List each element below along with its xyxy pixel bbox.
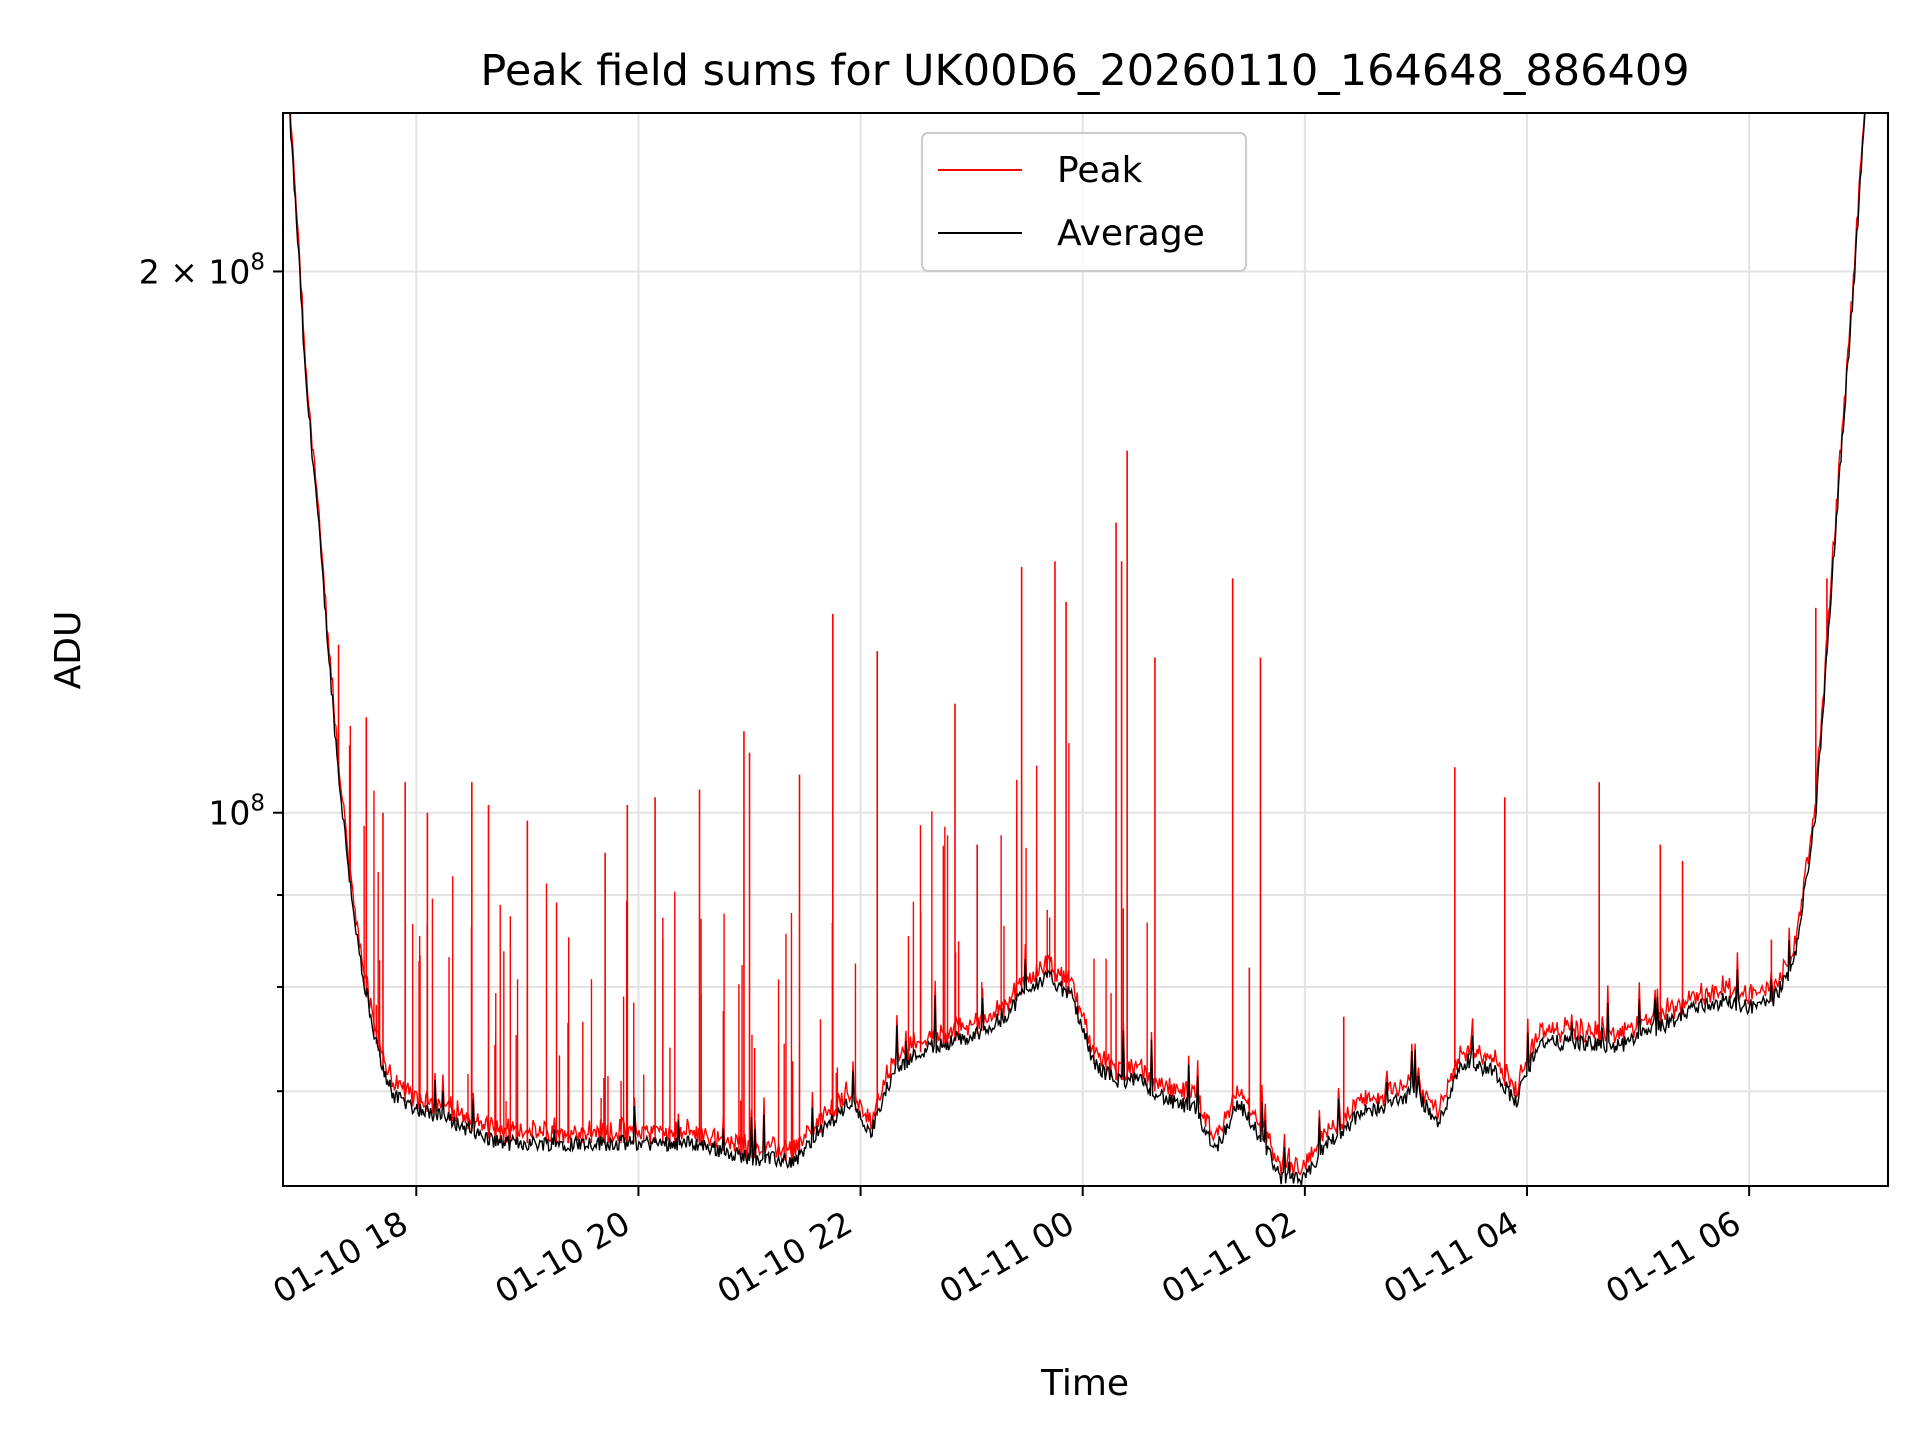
legend-peak-label: Peak bbox=[1057, 150, 1143, 191]
legend-average-label: Average bbox=[1057, 213, 1205, 254]
average-line bbox=[289, 113, 1866, 1186]
grid bbox=[283, 113, 1888, 1186]
x-tick-label: 01-11 00 bbox=[933, 1203, 1081, 1311]
x-tick-label: 01-11 02 bbox=[1155, 1203, 1303, 1311]
x-axis: 01-10 18 01-10 20 01-10 22 01-11 00 01-11 02… bbox=[266, 1186, 1751, 1311]
x-tick-label: 01-10 22 bbox=[711, 1203, 859, 1311]
peak-series bbox=[289, 113, 1866, 1176]
chart-title: Peak field sums for UK00D6_20260110_1646… bbox=[480, 46, 1689, 96]
legend-box bbox=[921, 132, 1247, 272]
x-tick-label: 01-11 06 bbox=[1599, 1203, 1747, 1311]
x-tick-label: 01-11 04 bbox=[1377, 1203, 1525, 1311]
y-tick-label: 2 × 108 bbox=[139, 249, 265, 291]
legend: Peak Average bbox=[921, 132, 1247, 272]
average-series bbox=[289, 113, 1866, 1186]
x-axis-label: Time bbox=[1040, 1363, 1129, 1404]
y-tick-label: 108 bbox=[208, 791, 265, 833]
x-tick-label: 01-10 20 bbox=[488, 1203, 636, 1311]
x-tick-label: 01-10 18 bbox=[266, 1203, 414, 1311]
y-axis-label: ADU bbox=[48, 611, 89, 690]
plot-frame bbox=[282, 112, 1889, 1187]
y-axis: 108 2 × 108 bbox=[139, 249, 283, 1093]
peak-line bbox=[289, 113, 1866, 1176]
